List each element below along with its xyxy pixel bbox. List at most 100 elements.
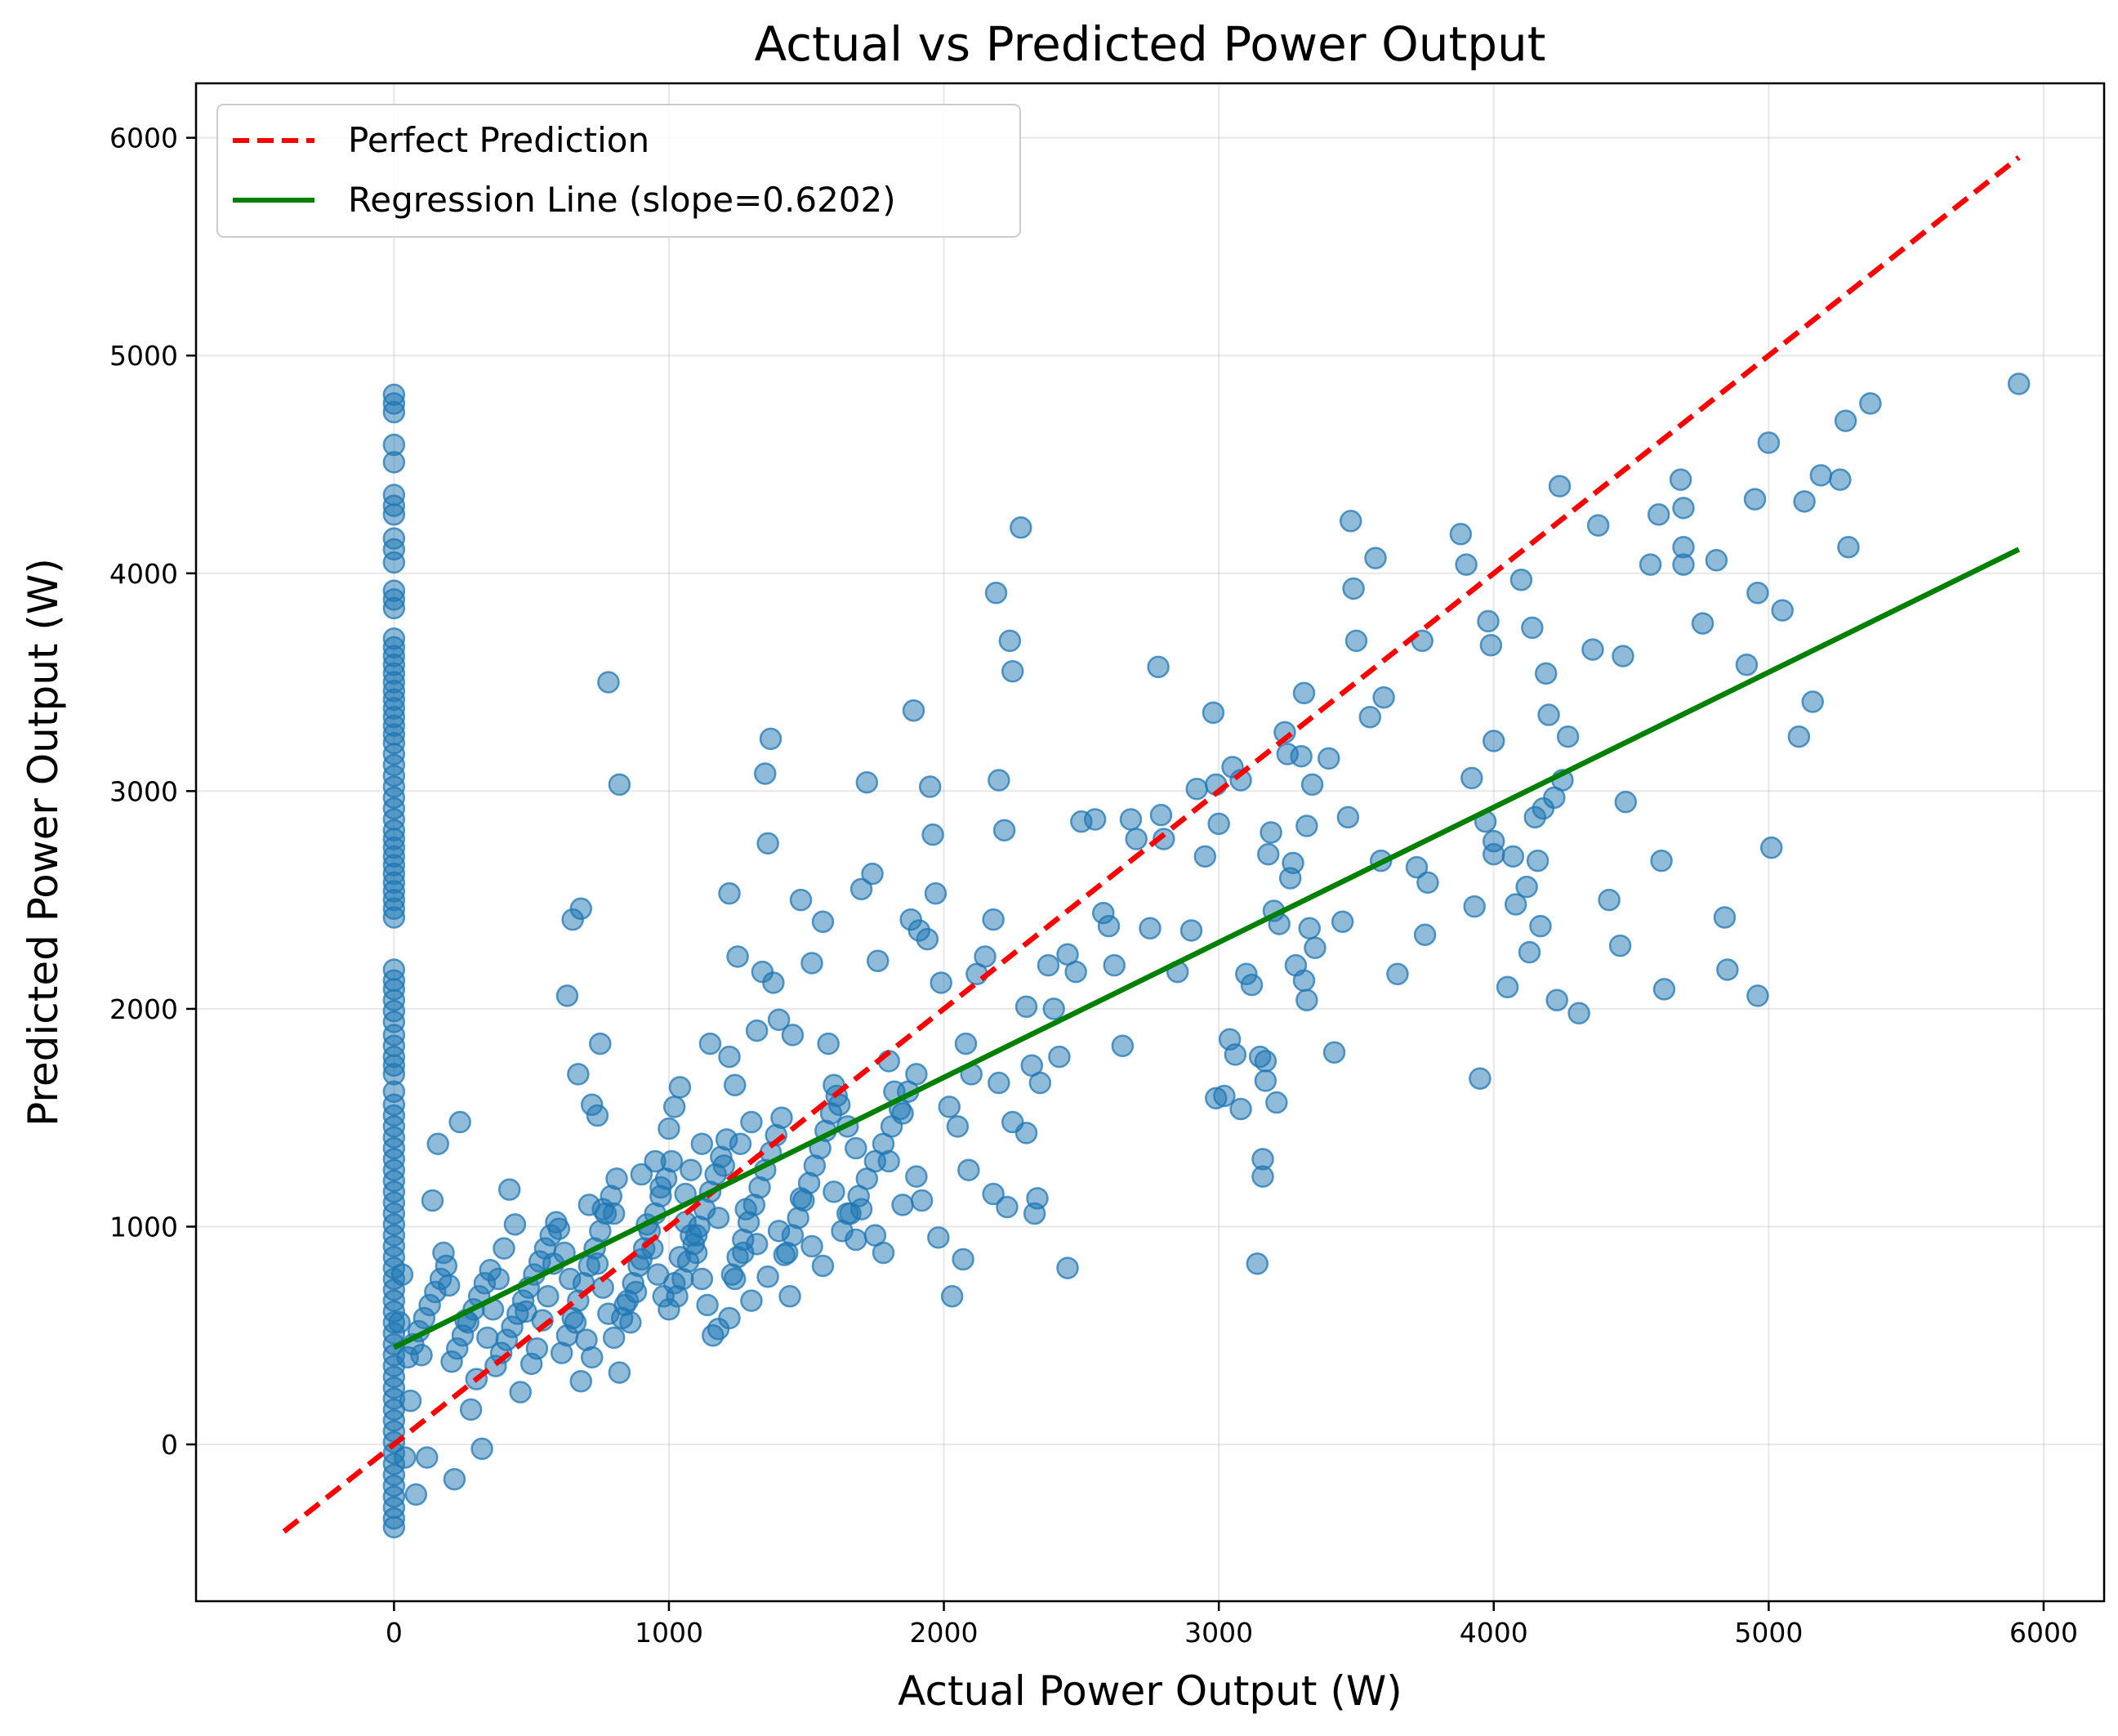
data-point bbox=[1479, 634, 1503, 657]
data-point bbox=[698, 1032, 722, 1055]
plot-frame bbox=[194, 82, 2106, 1603]
data-point bbox=[1515, 875, 1538, 899]
data-point bbox=[988, 1071, 1010, 1095]
data-point bbox=[938, 1096, 961, 1118]
data-point bbox=[817, 1032, 840, 1055]
data-point bbox=[1672, 497, 1695, 520]
data-point bbox=[1254, 1069, 1277, 1092]
data-point bbox=[1318, 747, 1340, 770]
data-point bbox=[608, 773, 631, 797]
x-axis-ticks: 0 1000 2000 3000 4000 5000 6000 bbox=[386, 1601, 2078, 1649]
data-point bbox=[1254, 1050, 1277, 1073]
data-point bbox=[658, 1117, 680, 1140]
data-point bbox=[910, 1189, 934, 1212]
data-point bbox=[2007, 373, 2031, 395]
data-point bbox=[715, 1128, 738, 1151]
data-point bbox=[545, 1211, 568, 1234]
data-point bbox=[849, 877, 873, 901]
data-point bbox=[718, 1045, 741, 1069]
data-point bbox=[982, 908, 1005, 931]
data-point bbox=[702, 1324, 725, 1347]
data-point bbox=[602, 1326, 626, 1350]
x-tick-label: 0 bbox=[386, 1617, 403, 1649]
data-point bbox=[1809, 464, 1833, 487]
data-point bbox=[1001, 659, 1024, 683]
data-point bbox=[1477, 609, 1500, 633]
data-point bbox=[778, 1285, 801, 1308]
data-point bbox=[1691, 612, 1714, 635]
data-point bbox=[1344, 629, 1368, 653]
data-point bbox=[992, 819, 1016, 842]
data-point bbox=[1834, 409, 1857, 432]
data-point bbox=[1482, 730, 1505, 752]
y-tick-label: 4000 bbox=[109, 558, 178, 590]
data-point bbox=[459, 1398, 483, 1421]
data-point bbox=[921, 823, 944, 846]
data-point bbox=[1336, 806, 1360, 829]
data-point bbox=[800, 1234, 823, 1258]
data-point bbox=[1793, 490, 1816, 513]
perfect-prediction-line bbox=[282, 155, 2021, 1534]
data-point bbox=[1083, 808, 1107, 831]
data-point bbox=[1650, 849, 1673, 872]
regression-line bbox=[392, 547, 2021, 1350]
data-point bbox=[569, 1370, 592, 1393]
data-point bbox=[1028, 1071, 1052, 1095]
data-point bbox=[1705, 549, 1728, 572]
data-point bbox=[1282, 851, 1304, 875]
data-point bbox=[382, 451, 406, 474]
data-point bbox=[1014, 995, 1038, 1019]
data-point bbox=[1509, 569, 1533, 591]
data-point bbox=[608, 1361, 631, 1384]
data-point bbox=[800, 952, 823, 975]
data-point bbox=[1612, 645, 1634, 667]
data-point bbox=[1139, 917, 1162, 940]
x-tick-label: 6000 bbox=[2009, 1617, 2078, 1649]
data-point bbox=[1064, 960, 1087, 984]
data-point bbox=[1304, 936, 1327, 960]
data-point bbox=[762, 971, 785, 994]
data-point bbox=[415, 1446, 439, 1469]
data-point bbox=[957, 1158, 980, 1181]
data-point bbox=[1290, 744, 1313, 768]
data-point bbox=[1501, 845, 1525, 868]
data-point bbox=[399, 1390, 422, 1412]
data-point bbox=[918, 775, 942, 798]
data-point bbox=[1669, 468, 1692, 491]
data-point bbox=[668, 1076, 692, 1099]
data-point bbox=[1735, 653, 1759, 676]
data-point bbox=[946, 1115, 970, 1138]
data-point bbox=[770, 1106, 793, 1129]
data-point bbox=[1713, 906, 1737, 929]
data-point bbox=[1256, 842, 1280, 866]
data-point bbox=[1342, 577, 1365, 600]
data-point bbox=[891, 1194, 914, 1216]
data-point bbox=[1413, 923, 1437, 947]
x-tick-label: 2000 bbox=[910, 1617, 979, 1649]
data-point bbox=[1581, 638, 1604, 661]
data-point bbox=[924, 881, 948, 905]
data-point bbox=[1469, 1067, 1492, 1090]
data-point bbox=[759, 727, 783, 751]
data-point bbox=[1103, 953, 1126, 977]
data-point bbox=[740, 1110, 763, 1134]
data-point bbox=[519, 1352, 543, 1376]
data-point bbox=[448, 1110, 471, 1134]
data-point bbox=[1042, 997, 1065, 1020]
data-point bbox=[1647, 503, 1670, 526]
data-point bbox=[382, 400, 406, 424]
data-point bbox=[382, 1515, 406, 1539]
data-point bbox=[756, 1265, 779, 1288]
data-point bbox=[1556, 725, 1580, 748]
data-point bbox=[988, 769, 1010, 792]
y-axis-ticks: 0 1000 2000 3000 4000 5000 6000 bbox=[109, 123, 196, 1461]
data-point bbox=[1801, 690, 1824, 713]
data-point bbox=[1608, 934, 1632, 957]
data-point bbox=[1529, 914, 1552, 938]
data-point bbox=[789, 888, 813, 912]
data-point bbox=[861, 862, 884, 886]
data-point bbox=[1405, 855, 1429, 879]
chart-title: Actual vs Predicted Power Output bbox=[754, 16, 1545, 72]
data-point bbox=[974, 945, 997, 968]
